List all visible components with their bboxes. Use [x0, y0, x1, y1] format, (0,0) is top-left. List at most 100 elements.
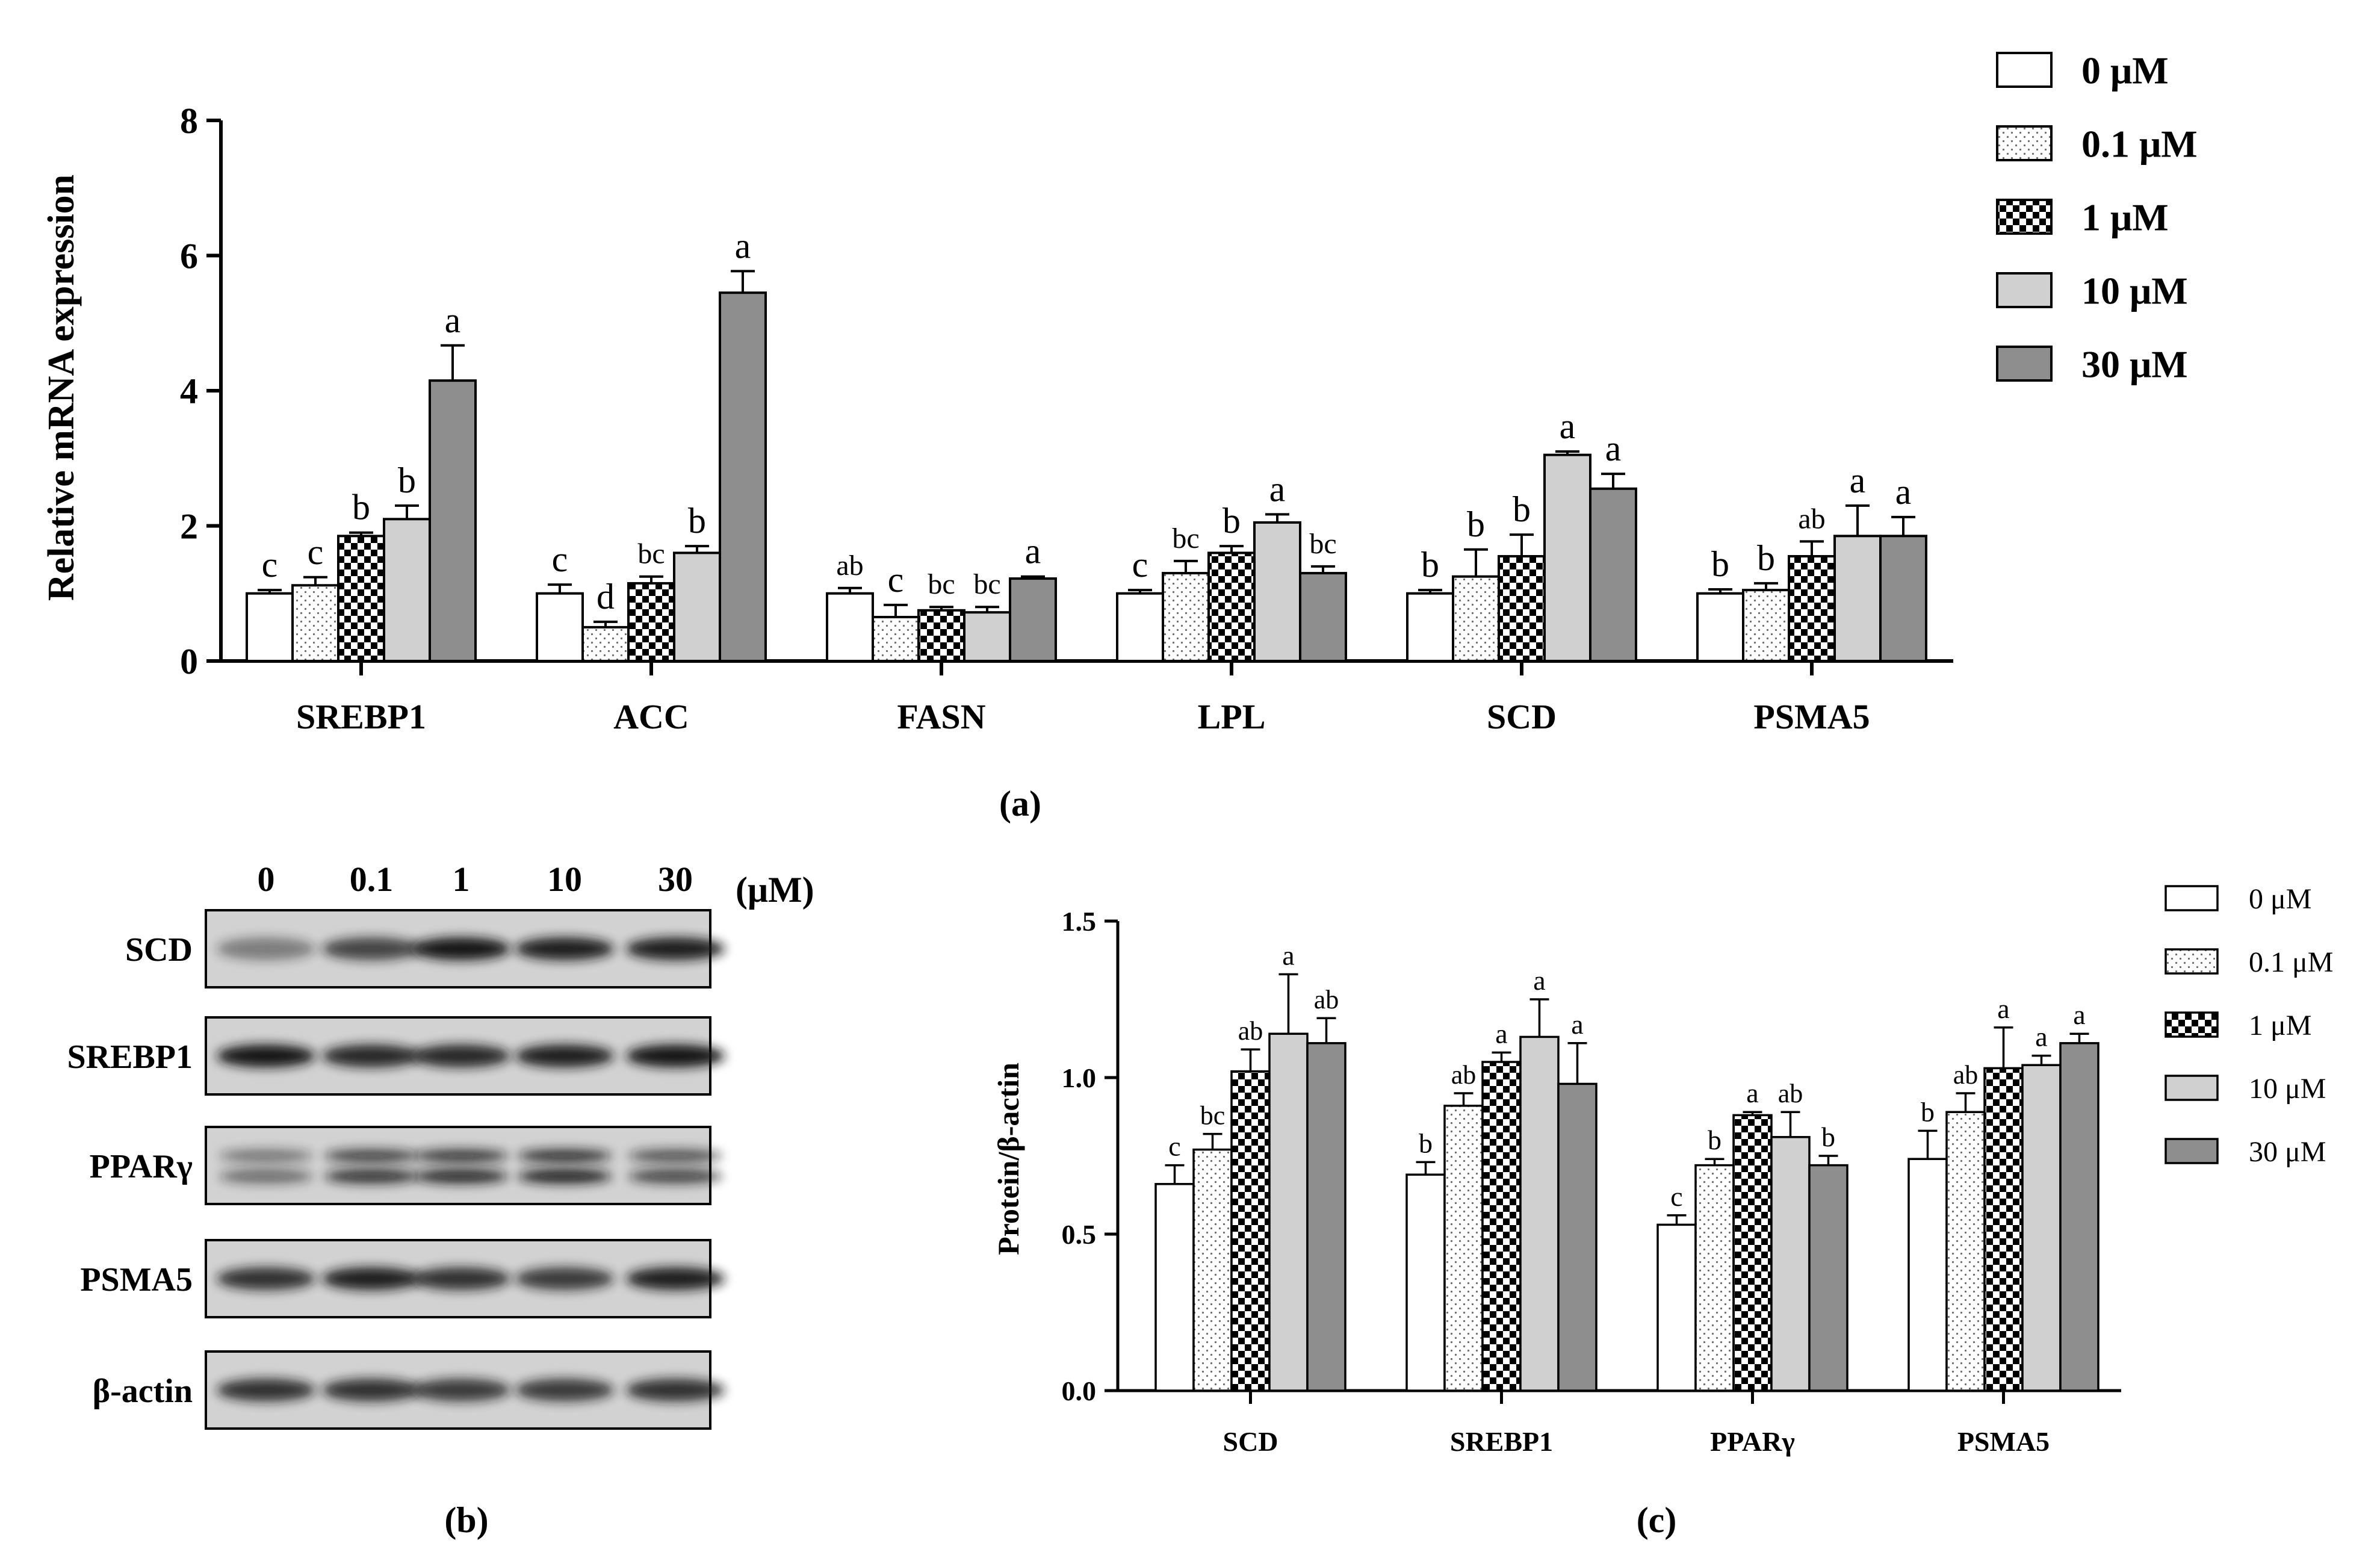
- band: [217, 1379, 315, 1401]
- band: [412, 937, 510, 960]
- legend-swatch: [2165, 948, 2219, 975]
- band: [518, 1149, 612, 1162]
- bar: [917, 609, 965, 662]
- lane-label: 10: [547, 860, 582, 899]
- significance-letter: bc: [1172, 523, 1199, 554]
- band: [322, 1267, 421, 1290]
- band: [322, 1379, 421, 1401]
- bar: [872, 616, 920, 662]
- bar: [429, 379, 477, 662]
- bar: [1983, 1067, 2024, 1392]
- significance-letter: b: [1419, 1128, 1433, 1158]
- band: [518, 1169, 612, 1184]
- band: [217, 937, 315, 960]
- legend-label: 1 μM: [2081, 196, 2169, 238]
- bar: [1589, 487, 1637, 662]
- band: [412, 1044, 510, 1067]
- significance-letter: b: [1421, 545, 1439, 585]
- significance-letter: b: [1821, 1122, 1835, 1152]
- significance-letter: a: [1495, 1018, 1507, 1049]
- bar: [1808, 1164, 1849, 1392]
- category-label: SREBP1: [296, 697, 426, 736]
- category-label: PSMA5: [1753, 697, 1870, 736]
- legend-swatch: [1996, 272, 2053, 308]
- bar: [673, 551, 721, 663]
- bar: [1833, 535, 1882, 663]
- band: [324, 1149, 418, 1162]
- category-label: SCD: [1487, 697, 1557, 736]
- significance-letter: a: [1997, 993, 2009, 1024]
- band: [324, 1169, 418, 1184]
- bar: [963, 611, 1011, 662]
- category-label: ACC: [613, 697, 689, 736]
- bar: [1162, 572, 1210, 663]
- legend-swatch: [2165, 1011, 2219, 1038]
- significance-letter: ab: [1798, 503, 1825, 535]
- bar: [1732, 1114, 1773, 1392]
- bar: [1253, 521, 1301, 663]
- bar: [826, 592, 874, 662]
- protein-label: PPARγ: [90, 1148, 193, 1185]
- bar: [1443, 1105, 1484, 1392]
- significance-letter: bc: [973, 568, 1000, 600]
- band: [626, 1267, 725, 1290]
- significance-letter: a: [2073, 999, 2085, 1030]
- bar: [1009, 577, 1057, 662]
- significance-letter: a: [1895, 472, 1912, 512]
- bar: [1481, 1061, 1522, 1392]
- category-label: PSMA5: [1957, 1426, 2050, 1457]
- lane-label: 0.1: [350, 860, 394, 899]
- bar: [1207, 551, 1256, 663]
- protein-label: SCD: [125, 931, 193, 969]
- significance-letter: bc: [928, 568, 955, 600]
- bar: [1788, 555, 1836, 663]
- blot-unit-label: (μM): [736, 870, 814, 910]
- bar: [1452, 575, 1500, 662]
- bar: [291, 584, 339, 663]
- significance-letter: bc: [1200, 1101, 1226, 1131]
- legend-swatch: [1996, 199, 2053, 235]
- y-tick-label: 2: [180, 507, 198, 547]
- legend-label: 10 μM: [2081, 269, 2188, 312]
- western-blot: 0 0.1 1 10 30 SCD SREBP1 PPARγ PSMA5 β-actin: [67, 860, 725, 1430]
- significance-letter: ab: [836, 550, 863, 582]
- significance-letter: c: [1132, 545, 1148, 585]
- band: [414, 1149, 508, 1162]
- significance-letter: b: [688, 501, 706, 541]
- significance-letter: b: [1708, 1125, 1721, 1155]
- band: [628, 1149, 722, 1162]
- y-tick-label: 1.5: [1062, 906, 1097, 937]
- significance-letter: a: [1533, 965, 1545, 996]
- significance-letter: a: [1269, 469, 1286, 509]
- significance-letter: bc: [637, 538, 665, 570]
- significance-letter: b: [352, 488, 370, 527]
- bar: [1406, 592, 1454, 662]
- legend-swatch: [2165, 885, 2219, 911]
- significance-letter: a: [1746, 1078, 1758, 1108]
- bar: [1543, 453, 1591, 662]
- bar: [1770, 1136, 1811, 1392]
- significance-letter: c: [1670, 1181, 1682, 1212]
- band: [322, 1044, 421, 1067]
- bar: [2021, 1064, 2062, 1392]
- significance-letter: a: [1560, 406, 1576, 446]
- bar: [1656, 1223, 1697, 1392]
- significance-letter: a: [1282, 940, 1294, 970]
- legend-label: 0.1 μM: [2081, 122, 2198, 165]
- bar: [1498, 555, 1546, 663]
- significance-letter: a: [2035, 1022, 2047, 1052]
- significance-letter: ab: [1953, 1060, 1979, 1090]
- bar: [1116, 592, 1164, 662]
- significance-letter: c: [1168, 1131, 1180, 1162]
- legend-label: 10 μM: [2249, 1073, 2326, 1105]
- protein-expression-chart: 0.00.51.01.5SCDcbcabaabSREBP1babaaaPPARγ…: [1062, 883, 2334, 1457]
- band: [219, 1149, 313, 1162]
- bar: [1519, 1035, 1560, 1392]
- legend-swatch: [1996, 346, 2053, 382]
- category-label: LPL: [1198, 697, 1266, 736]
- bar: [1945, 1111, 1986, 1392]
- significance-letter: b: [398, 461, 416, 500]
- band: [626, 1379, 725, 1401]
- lane-label: 1: [453, 860, 470, 899]
